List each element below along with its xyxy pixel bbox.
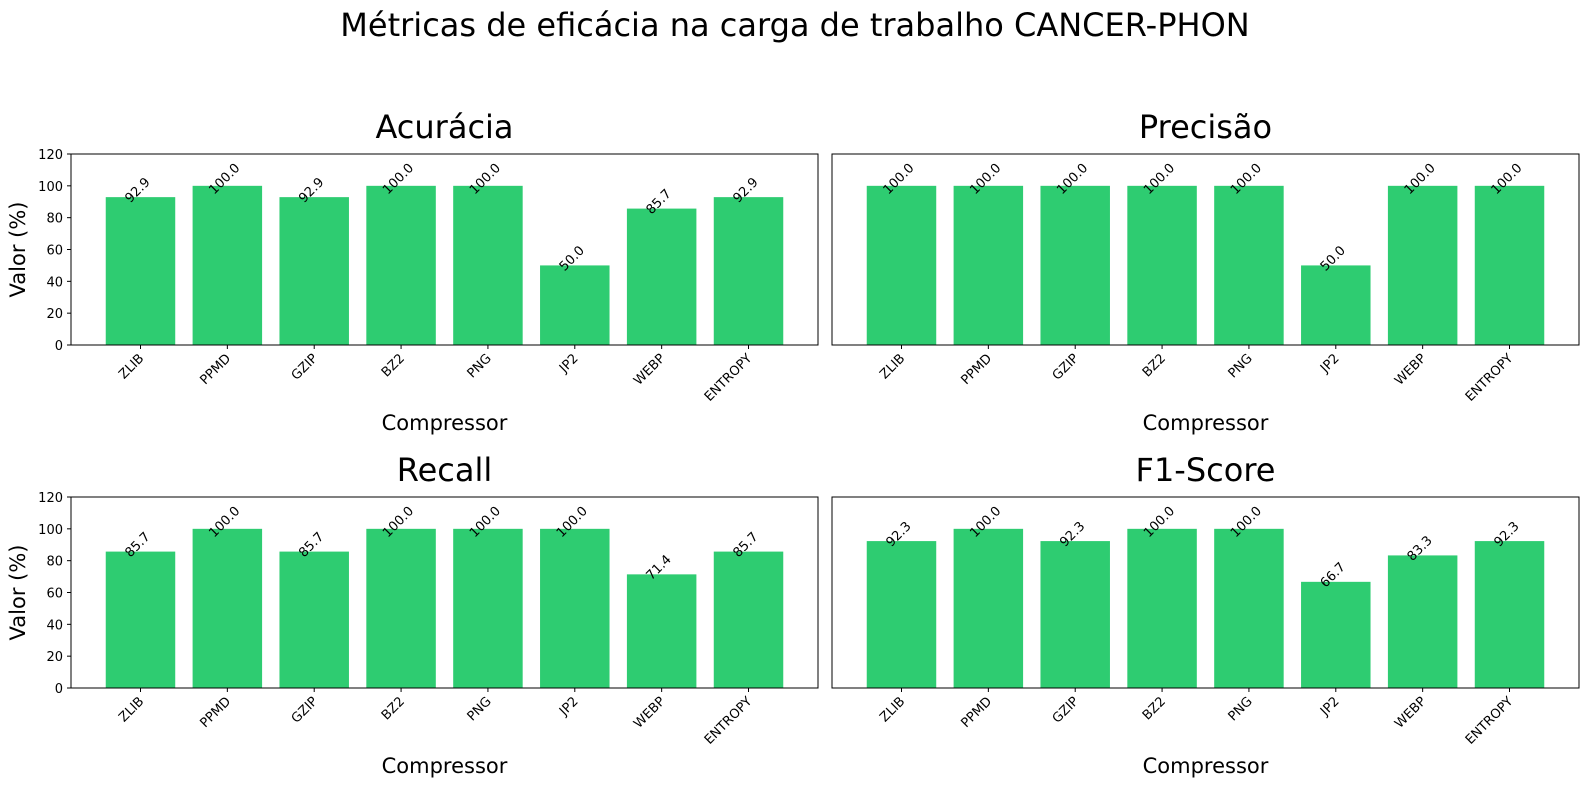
bar-entropy [713, 197, 784, 345]
x-tick-label: PPMD [958, 694, 995, 731]
x-tick-label: PPMD [197, 351, 234, 388]
bar-zlib [866, 541, 937, 688]
x-axis-label: Compressor [382, 411, 508, 435]
x-tick-label: ENTROPY [702, 694, 756, 748]
y-tick-label: 0 [55, 682, 63, 697]
bar-png [1214, 528, 1284, 688]
bar-zlib [105, 197, 176, 345]
axes-frame [70, 153, 819, 346]
x-tick-label: ENTROPY [702, 351, 756, 405]
x-tick-label: JP2 [556, 351, 581, 376]
x-axis-label: Compressor [382, 754, 508, 778]
y-axis-label: Valor (%) [6, 545, 30, 641]
bar-bz2 [1127, 528, 1197, 688]
bar-zlib [105, 551, 176, 688]
bar-gzip [1040, 541, 1110, 688]
bar-jp2 [1301, 265, 1371, 345]
y-tick-label: 40 [46, 275, 63, 290]
bar-entropy [1474, 185, 1545, 345]
subplot-title: Recall [397, 451, 492, 489]
x-tick-label: GZIP [289, 694, 321, 726]
x-tick-label: BZ2 [1140, 351, 1169, 380]
axes-frame [70, 496, 819, 689]
x-tick-label: BZ2 [1140, 694, 1169, 723]
x-tick-label: WEBP [631, 694, 668, 731]
bar-bz2 [366, 185, 436, 345]
bar-webp [626, 574, 697, 688]
x-axis-label: Compressor [1143, 754, 1269, 778]
bar-png [1214, 185, 1284, 345]
bar-gzip [1040, 185, 1110, 345]
x-tick-label: WEBP [1392, 351, 1429, 388]
x-tick-label: GZIP [1050, 351, 1082, 383]
subplot-title: Precisão [1139, 108, 1272, 146]
x-tick-label: WEBP [1392, 694, 1429, 731]
y-tick-label: 60 [46, 244, 63, 259]
x-tick-label: GZIP [289, 351, 321, 383]
y-tick-label: 80 [46, 555, 63, 570]
subplot-title: F1-Score [1136, 451, 1276, 489]
bar-entropy [713, 551, 784, 688]
y-tick-label: 120 [38, 491, 63, 506]
bar-bz2 [1127, 185, 1197, 345]
y-axis-label: Valor (%) [6, 202, 30, 298]
bar-gzip [279, 551, 349, 688]
y-tick-label: 60 [46, 587, 63, 602]
x-tick-label: PPMD [958, 351, 995, 388]
x-tick-label: BZ2 [379, 351, 408, 380]
subplot-title: Acurácia [375, 108, 513, 146]
figure-title: Métricas de eficácia na carga de trabalh… [340, 6, 1249, 44]
bar-gzip [279, 197, 349, 345]
y-tick-label: 100 [38, 523, 63, 538]
bar-png [453, 185, 523, 345]
bar-bz2 [366, 528, 436, 688]
x-tick-label: PNG [1226, 351, 1256, 381]
y-tick-label: 120 [38, 148, 63, 163]
x-tick-label: PPMD [197, 694, 234, 731]
x-tick-label: JP2 [1317, 694, 1342, 719]
x-tick-label: PNG [465, 694, 495, 724]
bar-png [453, 528, 523, 688]
x-tick-label: ZLIB [877, 694, 908, 725]
x-tick-label: GZIP [1050, 694, 1082, 726]
bar-webp [626, 208, 697, 345]
y-tick-label: 40 [46, 618, 63, 633]
x-tick-label: ZLIB [116, 694, 147, 725]
x-tick-label: ENTROPY [1463, 351, 1517, 405]
bar-jp2 [1301, 581, 1371, 688]
axes-frame [831, 153, 1580, 346]
bar-webp [1387, 185, 1458, 345]
y-tick-label: 100 [38, 180, 63, 195]
x-tick-label: PNG [465, 351, 495, 381]
x-tick-label: BZ2 [379, 694, 408, 723]
bar-jp2 [540, 265, 610, 345]
bar-ppmd [192, 185, 263, 345]
y-tick-label: 20 [46, 650, 63, 665]
bar-webp [1387, 555, 1458, 688]
bar-jp2 [540, 528, 610, 688]
y-tick-label: 20 [46, 307, 63, 322]
x-tick-label: JP2 [556, 694, 581, 719]
y-tick-label: 0 [55, 339, 63, 354]
x-tick-label: ZLIB [116, 351, 147, 382]
bar-ppmd [953, 528, 1024, 688]
x-tick-label: WEBP [631, 351, 668, 388]
x-tick-label: ENTROPY [1463, 694, 1517, 748]
bar-ppmd [192, 528, 263, 688]
axes-frame [831, 496, 1580, 689]
x-tick-label: ZLIB [877, 351, 908, 382]
x-axis-label: Compressor [1143, 411, 1269, 435]
y-tick-label: 80 [46, 212, 63, 227]
bar-ppmd [953, 185, 1024, 345]
x-tick-label: JP2 [1317, 351, 1342, 376]
x-tick-label: PNG [1226, 694, 1256, 724]
bar-zlib [866, 185, 937, 345]
bar-entropy [1474, 541, 1545, 688]
